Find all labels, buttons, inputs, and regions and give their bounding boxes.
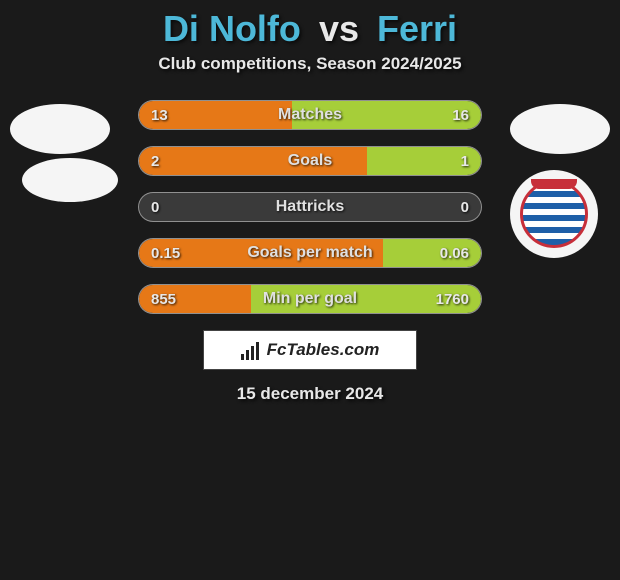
stat-label: Goals: [139, 147, 481, 175]
player2-avatar-top: [510, 104, 610, 154]
stat-row: 21Goals: [138, 146, 482, 176]
player1-name: Di Nolfo: [163, 8, 301, 49]
stat-label: Min per goal: [139, 285, 481, 313]
stat-label: Hattricks: [139, 193, 481, 221]
stat-label: Goals per match: [139, 239, 481, 267]
striped-shield-icon: [520, 180, 588, 248]
stat-row: 00Hattricks: [138, 192, 482, 222]
player2-club-badge: [510, 170, 598, 258]
stat-row: 0.150.06Goals per match: [138, 238, 482, 268]
stat-label: Matches: [139, 101, 481, 129]
date-text: 15 december 2024: [0, 384, 620, 404]
content-area: 1316Matches 21Goals 00Hattricks 0.150.06Goa…: [0, 100, 620, 404]
player1-club-badge: [22, 158, 118, 202]
brand-text: FcTables.com: [267, 340, 380, 360]
bar-chart-icon: [241, 340, 261, 360]
player2-name: Ferri: [377, 8, 457, 49]
stats-bars: 1316Matches 21Goals 00Hattricks 0.150.06Goa…: [138, 100, 482, 314]
page-title: Di Nolfo vs Ferri: [0, 0, 620, 54]
vs-text: vs: [319, 8, 359, 49]
stat-row: 8551760Min per goal: [138, 284, 482, 314]
brand-badge[interactable]: FcTables.com: [203, 330, 417, 370]
player1-avatar-top: [10, 104, 110, 154]
subtitle: Club competitions, Season 2024/2025: [0, 54, 620, 74]
stat-row: 1316Matches: [138, 100, 482, 130]
